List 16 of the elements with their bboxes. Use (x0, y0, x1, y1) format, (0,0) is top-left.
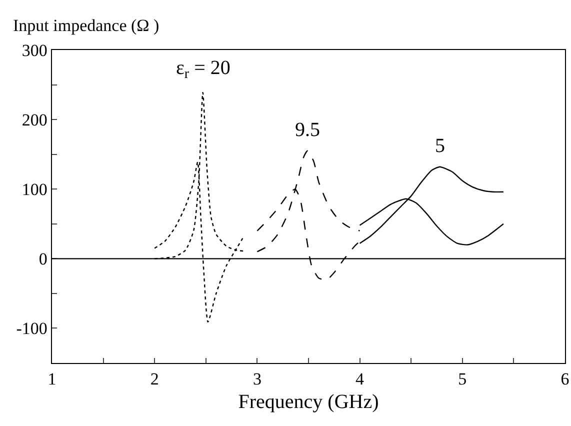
x-tick-label: 4 (356, 370, 365, 389)
x-tick-label: 5 (458, 370, 467, 389)
y-tick-label: -100 (16, 319, 48, 338)
x-tick-label: 3 (252, 370, 262, 389)
annotation: ε$_{r}$ = 20 (176, 57, 230, 82)
y-axis-title: Input impedance (Ω ) (13, 16, 160, 35)
y-tick-label: 100 (22, 180, 48, 200)
y-tick-label: 200 (22, 110, 48, 130)
x-axis-title: Frequency (GHz) (238, 391, 379, 413)
x-tick-label: 2 (150, 370, 159, 389)
x-tick-label: 1 (48, 370, 56, 389)
y-tick-label: 300 (22, 40, 48, 60)
annotation: 5 (435, 135, 445, 157)
x-tick-label: 6 (560, 370, 570, 389)
annotation: 9.5 (295, 119, 320, 141)
y-tick-label: 0 (38, 250, 48, 269)
